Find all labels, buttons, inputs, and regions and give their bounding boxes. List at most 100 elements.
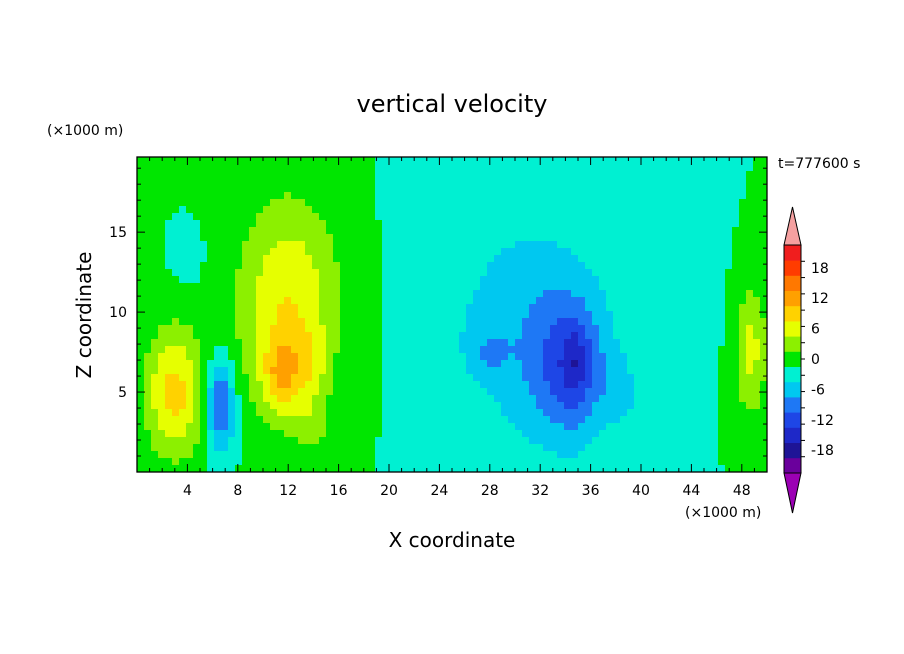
field-cell [403,227,411,235]
field-cell [438,367,446,375]
field-cell [235,220,243,228]
field-cell [165,353,173,361]
field-cell [284,367,292,375]
field-cell [326,157,334,165]
field-cell [543,465,551,472]
field-cell [473,164,481,172]
field-cell [466,255,474,263]
field-cell [641,178,649,186]
field-cell [137,416,145,424]
field-cell [438,178,446,186]
field-cell [571,325,579,333]
field-cell [557,367,565,375]
field-cell [494,444,502,452]
field-cell [235,206,243,214]
field-cell [438,360,446,368]
field-cell [557,423,565,431]
field-cell [354,395,362,403]
field-cell [375,311,383,319]
field-cell [347,367,355,375]
field-cell [690,164,698,172]
field-cell [165,297,173,305]
field-cell [438,269,446,277]
field-cell [389,430,397,438]
field-cell [214,367,222,375]
field-cell [263,255,271,263]
field-cell [739,339,747,347]
field-cell [291,451,299,459]
field-cell [704,402,712,410]
field-cell [249,339,257,347]
field-cell [298,402,306,410]
field-cell [473,444,481,452]
field-cell [305,451,313,459]
field-cell [746,185,754,193]
field-cell [179,178,187,186]
field-cell [417,423,425,431]
field-cell [648,360,656,368]
field-cell [270,402,278,410]
field-cell [298,353,306,361]
field-cell [193,423,201,431]
field-cell [725,262,733,270]
field-cell [564,339,572,347]
field-cell [473,185,481,193]
field-cell [704,234,712,242]
field-cell [228,416,236,424]
field-cell [739,346,747,354]
field-cell [690,430,698,438]
field-cell [242,227,250,235]
field-cell [277,374,285,382]
field-cell [410,206,418,214]
field-cell [445,276,453,284]
field-cell [326,290,334,298]
field-cell [683,332,691,340]
field-cell [445,262,453,270]
field-cell [396,290,404,298]
field-cell [662,206,670,214]
field-cell [648,374,656,382]
field-cell [480,248,488,256]
field-cell [438,346,446,354]
field-cell [158,213,166,221]
field-cell [179,213,187,221]
colorbar-label: -12 [811,413,834,429]
field-cell [522,213,530,221]
field-cell [753,269,761,277]
field-cell [368,346,376,354]
field-cell [179,444,187,452]
field-cell [662,416,670,424]
field-cell [410,248,418,256]
field-cell [494,367,502,375]
field-cell [690,388,698,396]
colorbar-over-triangle [783,206,802,246]
field-cell [431,157,439,165]
field-cell [683,339,691,347]
field-cell [585,227,593,235]
field-cell [235,171,243,179]
field-cell [536,318,544,326]
field-cell [564,402,572,410]
field-cell [578,297,586,305]
field-cell [641,297,649,305]
field-cell [445,332,453,340]
field-cell [641,269,649,277]
field-cell [564,318,572,326]
field-cell [627,437,635,445]
field-cell [641,304,649,312]
field-cell [277,164,285,172]
field-cell [697,423,705,431]
field-cell [375,430,383,438]
field-cell [347,297,355,305]
field-cell [214,430,222,438]
field-cell [396,283,404,291]
field-cell [270,297,278,305]
field-cell [340,220,348,228]
field-cell [522,234,530,242]
field-cell [466,164,474,172]
field-cell [487,164,495,172]
field-cell [613,381,621,389]
field-cell [144,283,152,291]
field-cell [403,437,411,445]
field-cell [704,269,712,277]
